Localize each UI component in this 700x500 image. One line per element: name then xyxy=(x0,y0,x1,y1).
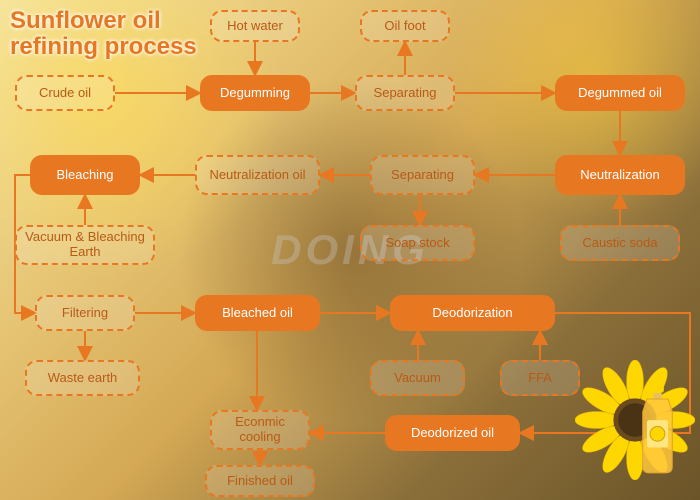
node-econcool: Econmic cooling xyxy=(210,410,310,450)
node-deodoil: Deodorized oil xyxy=(385,415,520,451)
node-neutralization: Neutralization xyxy=(555,155,685,195)
node-oilfoot: Oil foot xyxy=(360,10,450,42)
node-degumming: Degumming xyxy=(200,75,310,111)
node-vacbleach: Vacuum & Bleaching Earth xyxy=(15,225,155,265)
node-separating2: Separating xyxy=(370,155,475,195)
title-line1: Sunflower oil xyxy=(10,7,161,34)
diagram-title: Sunflower oil refining process xyxy=(10,8,197,61)
node-soapstock: Soap stock xyxy=(360,225,475,261)
node-ffa: FFA xyxy=(500,360,580,396)
node-bleaching: Bleaching xyxy=(30,155,140,195)
node-caustic: Caustic soda xyxy=(560,225,680,261)
node-hotwater: Hot water xyxy=(210,10,300,42)
oil-bottle-decor xyxy=(635,380,680,475)
node-degummed: Degummed oil xyxy=(555,75,685,111)
node-finished: Finished oil xyxy=(205,465,315,497)
node-crude: Crude oil xyxy=(15,75,115,111)
node-bleachedoil: Bleached oil xyxy=(195,295,320,331)
node-filtering: Filtering xyxy=(35,295,135,331)
node-wasteearth: Waste earth xyxy=(25,360,140,396)
node-neutoil: Neutralization oil xyxy=(195,155,320,195)
node-separating1: Separating xyxy=(355,75,455,111)
title-line2: refining process xyxy=(10,33,197,60)
node-vacuum: Vacuum xyxy=(370,360,465,396)
node-deodorization: Deodorization xyxy=(390,295,555,331)
